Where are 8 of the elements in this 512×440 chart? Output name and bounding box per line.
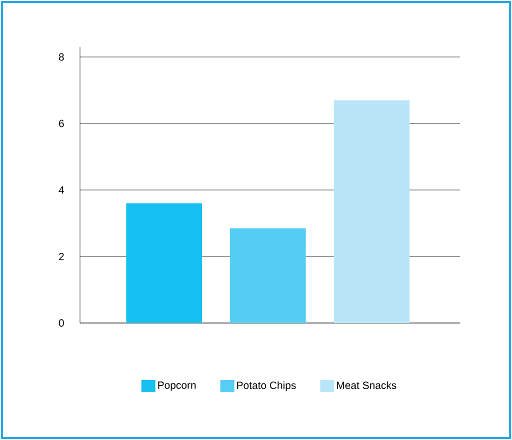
- legend-label: Meat Snacks: [337, 381, 396, 390]
- y-tick-label: 2: [59, 252, 64, 260]
- y-tick-label: 8: [58, 53, 64, 61]
- y-tick-label: 0: [58, 319, 64, 327]
- legend-label: Popcorn: [158, 382, 196, 391]
- legend-label: Potato Chips: [237, 381, 296, 392]
- y-tick-label: 4: [58, 186, 64, 194]
- y-tick-label: 6: [59, 120, 64, 128]
